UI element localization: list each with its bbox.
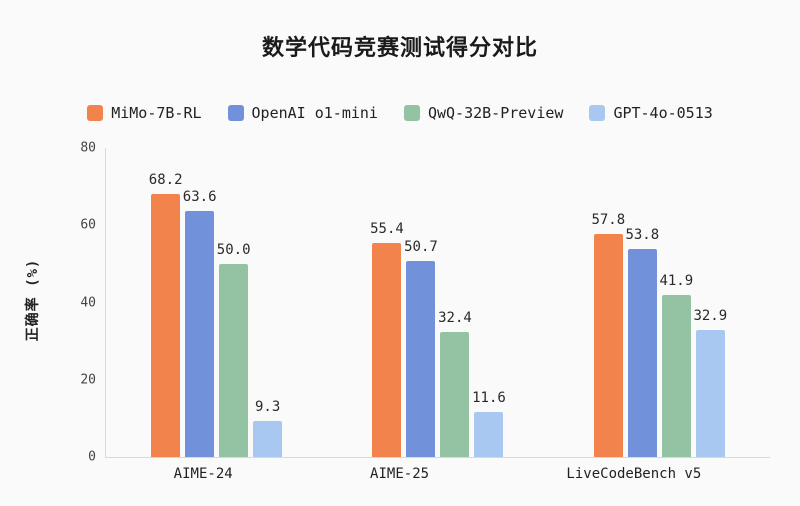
bar: 57.8 [591,212,625,457]
bar-value-label: 32.9 [693,307,728,324]
legend-item: OpenAI o1-mini [227,104,378,122]
y-tick-label: 40 [80,295,96,310]
x-axis-label: AIME-24 [173,466,233,482]
bar-value-label: 55.4 [370,221,404,238]
bar-value-label: 53.8 [625,227,660,244]
bar: 53.8 [625,227,659,457]
bar-group: 57.8 53.8 41.9 32.9 [591,148,727,457]
y-axis-title: 正确率 (%) [25,258,41,342]
bar: 50.0 [217,242,251,457]
legend: MiMo-7B-RL OpenAI o1-mini QwQ-32B-Preview G… [0,104,800,122]
legend-label: MiMo-7B-RL [111,104,202,122]
y-tick-label: 0 [88,449,96,465]
bar: 11.6 [472,390,506,457]
bar: 41.9 [659,273,693,457]
bar: 63.6 [183,189,217,457]
bar-value-label: 50.7 [404,239,438,256]
legend-item: GPT-4o-0513 [589,104,713,122]
bar: 32.9 [693,308,727,457]
x-axis-labels: AIME-24 AIME-25 LiveCodeBench v5 [105,466,770,482]
bar: 50.7 [404,239,438,457]
bar-value-label: 11.6 [472,390,506,407]
x-axis-label: LiveCodeBench v5 [566,466,702,482]
bar-value-label: 32.4 [438,309,472,326]
plot-area: 80 60 40 20 0 68.2 63.6 50.0 9.3 55.4 50.7 32.4 11.… [80,141,770,465]
bar-value-label: 41.9 [659,273,694,290]
bar: 9.3 [253,399,283,457]
bar: 55.4 [370,221,404,457]
legend-label: GPT-4o-0513 [613,104,713,122]
x-axis-label: AIME-25 [370,466,430,482]
bar-value-label: 9.3 [255,399,281,416]
y-tick-label: 20 [80,372,96,388]
bar-value-label: 63.6 [182,189,217,206]
bar-group: 55.4 50.7 32.4 11.6 [370,148,506,457]
bar-value-label: 50.0 [216,241,251,258]
legend-swatch [227,105,244,121]
bar: 68.2 [149,172,183,457]
y-tick-label: 80 [80,140,96,156]
legend-label: OpenAI o1-mini [251,104,378,122]
legend-item: MiMo-7B-RL [87,104,202,122]
bar-group: 68.2 63.6 50.0 9.3 [149,148,283,457]
legend-item: QwQ-32B-Preview [403,104,564,122]
legend-label: QwQ-32B-Preview [427,104,564,122]
y-tick-label: 60 [80,217,96,233]
bar-value-label: 68.2 [148,171,183,188]
bar-value-label: 57.8 [591,211,626,228]
legend-swatch [87,105,104,121]
chart-title: 数学代码竞赛测试得分对比 [261,36,538,61]
legend-swatch [403,105,420,121]
bar: 32.4 [438,310,472,457]
bar-groups: 68.2 63.6 50.0 9.3 55.4 50.7 32.4 11.6 57.8 53.8 4… [106,148,770,457]
legend-swatch [589,105,606,121]
